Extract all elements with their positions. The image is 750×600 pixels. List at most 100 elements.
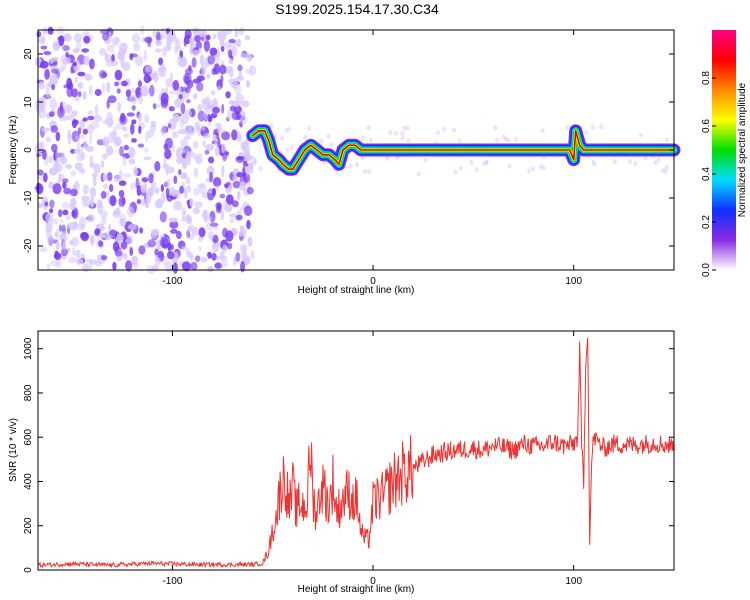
noise-blob [163,45,172,51]
noise-blob [164,137,173,149]
noise-blob [63,33,72,42]
noise-blob [204,149,210,155]
noise-blob [57,157,64,162]
noise-blob [207,251,212,259]
spectrogram-ytick-label-4: 20 [23,48,34,60]
noise-blob [116,88,121,94]
noise-blob [78,148,84,156]
snr-ytick-label-4: 800 [23,384,34,401]
noise-blob [196,183,205,188]
noise-blob [599,124,604,130]
noise-blob [228,49,233,59]
noise-blob [89,186,97,198]
noise-blob [37,169,44,176]
noise-blob [163,157,167,169]
noise-blob [212,177,222,187]
noise-blob [541,165,546,171]
noise-blob [388,130,393,136]
noise-blob [185,185,192,193]
noise-blob [74,76,78,84]
noise-blob [209,47,218,56]
noise-blob [62,45,70,52]
noise-blob [235,252,241,263]
noise-blob [125,260,133,272]
noise-blob [179,185,184,194]
spectrogram-xtick-label-1: 0 [370,276,376,287]
noise-blob [167,123,172,129]
noise-blob [474,167,479,173]
noise-blob [213,63,220,75]
noise-blob [221,131,231,141]
noise-blob [50,125,58,133]
noise-blob [176,230,182,240]
noise-blob [329,142,334,148]
noise-blob [202,139,207,148]
noise-blob [75,39,82,51]
noise-blob [210,90,216,96]
noise-blob [185,176,191,185]
noise-blob [160,184,165,192]
spectrogram-ytick-label-0: -20 [23,238,34,253]
noise-blob [198,246,202,251]
noise-blob [368,137,373,143]
noise-blob [435,130,440,136]
noise-blob [457,138,462,144]
noise-blob [101,160,105,168]
spectrogram-noise [34,25,673,274]
noise-blob [127,206,135,218]
colorbar-tick-label-3: 0.6 [701,119,712,133]
noise-blob [72,119,79,126]
noise-blob [80,134,86,140]
noise-blob [144,147,149,153]
spectrogram-ytick-label-1: -10 [23,190,34,205]
noise-blob [90,121,100,130]
noise-blob [234,83,242,96]
noise-blob [82,128,88,135]
noise-blob [243,205,253,216]
noise-blob [507,163,512,169]
noise-blob [100,190,107,199]
noise-blob [102,153,108,160]
noise-blob [77,82,84,89]
noise-blob [193,140,199,149]
noise-blob [200,63,207,75]
noise-blob [133,42,141,52]
noise-blob [167,31,177,42]
noise-blob [160,63,165,72]
noise-blob [656,157,661,162]
noise-blob [136,198,142,205]
noise-blob [145,193,152,204]
noise-blob [423,157,428,163]
noise-blob [118,48,128,56]
noise-blob [71,209,77,218]
noise-blob [185,151,191,159]
noise-blob [135,177,139,189]
noise-blob [246,186,254,195]
noise-blob [565,125,570,131]
noise-blob [180,149,187,154]
noise-blob [453,169,458,175]
snr-ytick-label-1: 200 [23,517,34,534]
noise-blob [227,109,232,121]
noise-blob [231,46,238,57]
noise-blob [40,45,48,50]
noise-blob [73,48,80,53]
noise-blob [73,181,80,192]
noise-blob [103,183,109,190]
noise-blob [147,37,152,48]
noise-blob [240,244,247,252]
noise-blob [58,224,63,232]
noise-blob [170,229,178,234]
noise-blob [58,209,63,218]
noise-blob [69,188,78,197]
noise-blob [88,85,93,96]
noise-blob [114,69,123,81]
snr-xlabel: Height of straight line (km) [298,584,415,595]
noise-blob [47,26,54,35]
noise-blob [181,246,187,251]
noise-blob [111,54,115,63]
noise-blob [68,256,77,264]
signal-core-red [251,130,675,170]
noise-blob [216,185,220,192]
